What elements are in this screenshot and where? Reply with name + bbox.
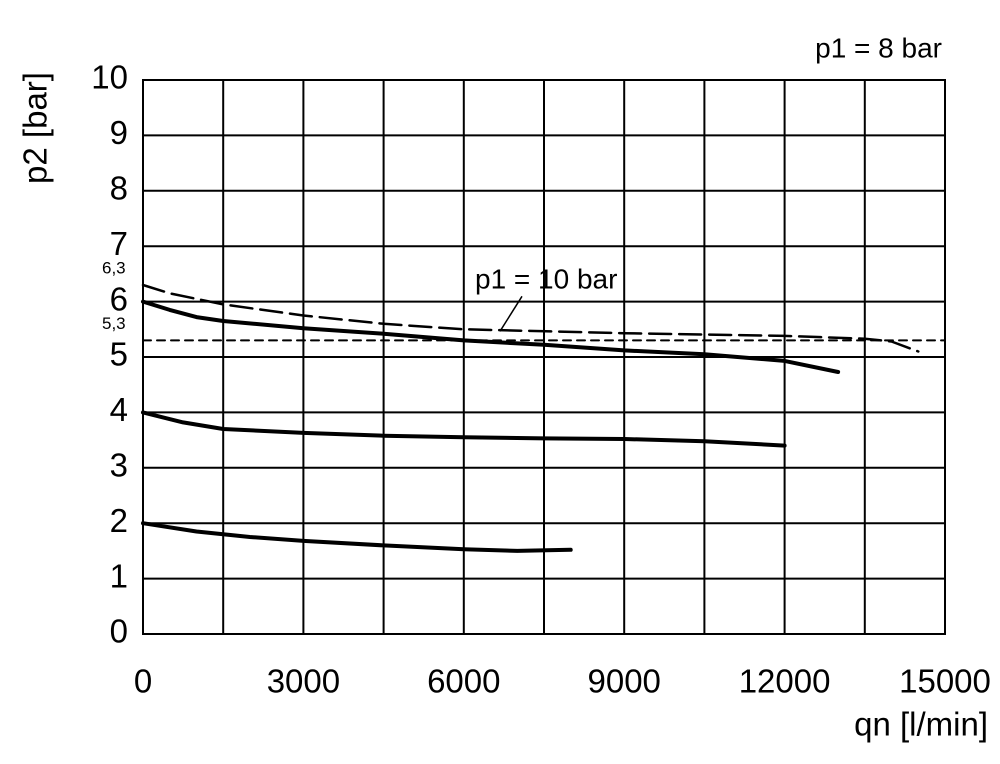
y-tick-label: 6 [110,280,128,317]
y-tick-label: 1 [110,557,128,594]
y-tick-label: 2 [110,502,128,539]
annotation: 5,3 [102,314,126,333]
y-tick-label: 5 [110,336,128,373]
y-tick-label: 7 [110,225,128,262]
plot-frame [142,79,946,635]
y-tick-label: 0 [110,613,128,650]
series-line [141,521,573,553]
annotation: 6,3 [102,258,126,277]
series-line [141,283,920,353]
x-tick-label: 15000 [899,663,991,700]
series-label: p1 = 10 bar [475,264,617,295]
series-line [141,410,787,448]
x-tick-label: 9000 [587,663,660,700]
y-axis-label: p2 [bar] [17,72,54,184]
leader-line [499,295,523,332]
x-axis-label: qn [l/min] [854,706,988,743]
x-tick-label: 6000 [427,663,500,700]
y-tick-label: 9 [110,114,128,151]
series-line [141,299,841,374]
y-tick-label: 8 [110,170,128,207]
chart-subtitle: p1 = 8 bar [815,32,942,63]
x-tick-label: 12000 [739,663,831,700]
x-tick-label: 0 [134,663,152,700]
x-tick-label: 3000 [267,663,340,700]
y-tick-label: 3 [110,447,128,484]
y-tick-label: 4 [110,391,128,428]
y-tick-label: 10 [91,59,128,96]
